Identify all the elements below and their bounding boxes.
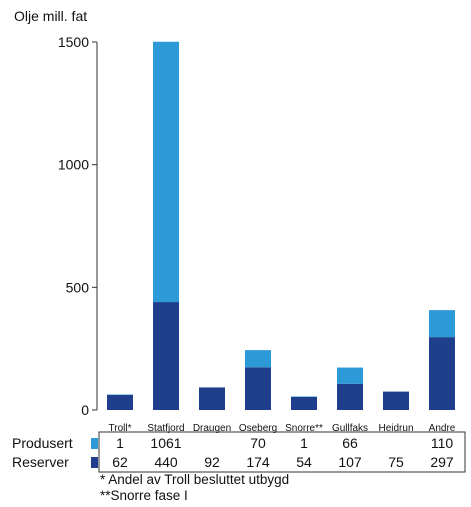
bar-reserver-troll (107, 394, 133, 410)
bar-reserver-gullfaks (337, 383, 363, 410)
table-cell: 1061 (150, 435, 181, 451)
table-cell: 107 (338, 454, 362, 470)
x-tick-label: Troll* (109, 423, 132, 434)
y-axis-title: Olje mill. fat (14, 8, 88, 24)
table-cell: 174 (246, 454, 270, 470)
bar-produsert-troll (107, 394, 133, 396)
x-tick-label: Draugen (193, 423, 231, 434)
table-cell: 66 (342, 435, 358, 451)
x-tick-label: Snorre** (285, 423, 323, 434)
table-cell: 54 (296, 454, 312, 470)
table-cell: 1 (300, 435, 308, 451)
table-row-label: Produsert (12, 435, 73, 451)
bar-produsert-gullfaks (337, 367, 363, 384)
table-cell: 62 (112, 454, 128, 470)
data-table-border (98, 431, 466, 473)
table-cell: 70 (250, 435, 266, 451)
bar-produsert-snorre (291, 396, 317, 398)
y-tick-label: 0 (81, 402, 89, 418)
bar-reserver-draugen (199, 387, 225, 410)
table-cell: 1 (116, 435, 124, 451)
x-tick-label: Statfjord (147, 423, 184, 434)
bar-reserver-andre (429, 337, 455, 410)
y-tick-label: 1500 (58, 34, 89, 50)
x-tick-label: Andre (429, 423, 456, 434)
y-tick-label: 500 (66, 279, 90, 295)
bar-reserver-snorre (291, 396, 317, 410)
bar-reserver-oseberg (245, 367, 271, 410)
footnote-troll: * Andel av Troll besluttet utbygd (100, 472, 290, 487)
footnote-snorre: **Snorre fase I (100, 488, 188, 503)
bar-reserver-heidrun (383, 391, 409, 410)
bar-produsert-oseberg (245, 350, 271, 368)
y-tick-label: 1000 (58, 157, 89, 173)
x-tick-label: Oseberg (239, 423, 277, 434)
legend-swatch-reserver (91, 457, 98, 468)
legend-swatch-produsert (91, 438, 98, 449)
bar-reserver-statfjord (153, 302, 179, 410)
x-tick-label: Gullfaks (332, 423, 368, 434)
bar-produsert-statfjord (153, 41, 179, 303)
bar-produsert-andre (429, 310, 455, 338)
table-cell: 110 (431, 435, 454, 451)
table-cell: 440 (154, 454, 178, 470)
table-row-label: Reserver (12, 454, 69, 470)
table-cell: 92 (204, 454, 220, 470)
x-tick-label: Heidrun (378, 423, 413, 434)
table-cell: 75 (388, 454, 404, 470)
table-cell: 297 (430, 454, 454, 470)
